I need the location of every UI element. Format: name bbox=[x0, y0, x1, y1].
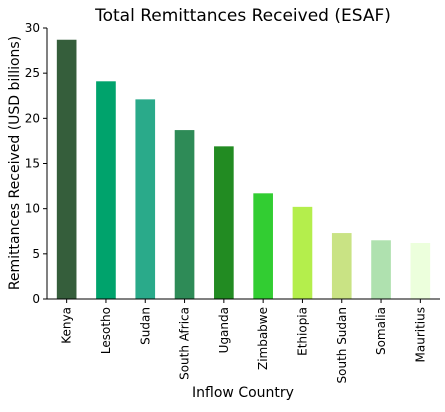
bar-kenya bbox=[56, 39, 77, 300]
y-tick-label: 20 bbox=[25, 111, 40, 125]
x-tick-label: Mauritius bbox=[413, 307, 427, 362]
x-axis-label: Inflow Country bbox=[192, 385, 294, 401]
x-tick-label: South Africa bbox=[178, 307, 192, 380]
y-tick-label: 0 bbox=[32, 292, 40, 306]
x-tick-label: Uganda bbox=[217, 307, 231, 353]
y-tick-label: 5 bbox=[32, 247, 40, 261]
bar-sudan bbox=[135, 99, 156, 299]
x-ticks: Kenya Lesotho Sudan South Africa Uganda Zimba… bbox=[60, 299, 427, 384]
bar-somalia bbox=[371, 240, 391, 299]
y-tick-label: 15 bbox=[25, 157, 40, 171]
x-tick-label: Lesotho bbox=[99, 307, 113, 354]
y-tick-label: 30 bbox=[25, 21, 40, 35]
bar-mauritius bbox=[410, 242, 431, 299]
chart-title: Total Remittances Received (ESAF) bbox=[94, 6, 391, 26]
x-tick-label: Zimbabwe bbox=[256, 307, 270, 370]
y-axis-label: Remittances Received (USD billions) bbox=[7, 36, 23, 290]
bar-lesotho bbox=[96, 81, 116, 299]
y-ticks: 0 5 10 15 20 25 30 bbox=[25, 21, 47, 306]
bar-south-africa bbox=[174, 130, 195, 299]
x-tick-label: Somalia bbox=[374, 307, 388, 355]
x-tick-label: Ethiopia bbox=[295, 307, 309, 356]
bar-ethiopia bbox=[292, 206, 313, 299]
bars-layer bbox=[56, 39, 431, 300]
x-tick-label: South Sudan bbox=[335, 307, 349, 384]
y-tick-label: 10 bbox=[25, 202, 40, 216]
x-tick-label: Kenya bbox=[60, 307, 74, 344]
y-tick-label: 25 bbox=[25, 66, 40, 80]
bar-uganda bbox=[214, 146, 234, 299]
x-tick-label: Sudan bbox=[138, 307, 152, 345]
bar-south-sudan bbox=[331, 233, 352, 299]
bar-zimbabwe bbox=[253, 193, 273, 299]
